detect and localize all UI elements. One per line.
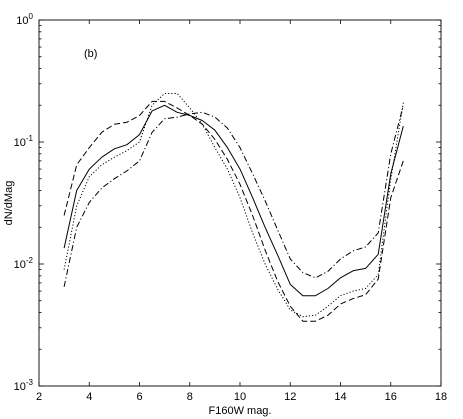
x-tick-label: 8 [187,391,193,403]
series-line-dashdot [63,105,404,287]
y-tick-label: 100 [16,12,33,27]
x-tick-label: 12 [284,391,296,403]
x-tick-label: 10 [234,391,246,403]
x-tick-label: 4 [86,391,92,403]
series-line-solid [63,104,404,297]
y-tick-label: 10-3 [14,378,34,393]
panel-label: (b) [84,48,97,60]
y-tick-label: 10-2 [14,256,34,271]
axis-ticks [38,19,442,387]
x-tick-label: 6 [136,391,142,403]
x-tick-label: 14 [334,391,346,403]
x-axis-title: F160W mag. [209,405,272,417]
series-line-dashed [63,100,404,322]
series-line-dotted [63,93,404,318]
tick-labels: 2 4 6 8 10 12 14 16 18 10-3 10-2 10-1 100 [14,12,448,403]
x-tick-label: 18 [435,391,447,403]
y-axis-title: dN/dMag [3,181,15,226]
plot-frame [38,19,442,387]
y-tick-label: 10-1 [14,134,34,149]
x-tick-label: 16 [385,391,397,403]
series-layer [63,93,404,322]
x-tick-label: 2 [36,391,42,403]
